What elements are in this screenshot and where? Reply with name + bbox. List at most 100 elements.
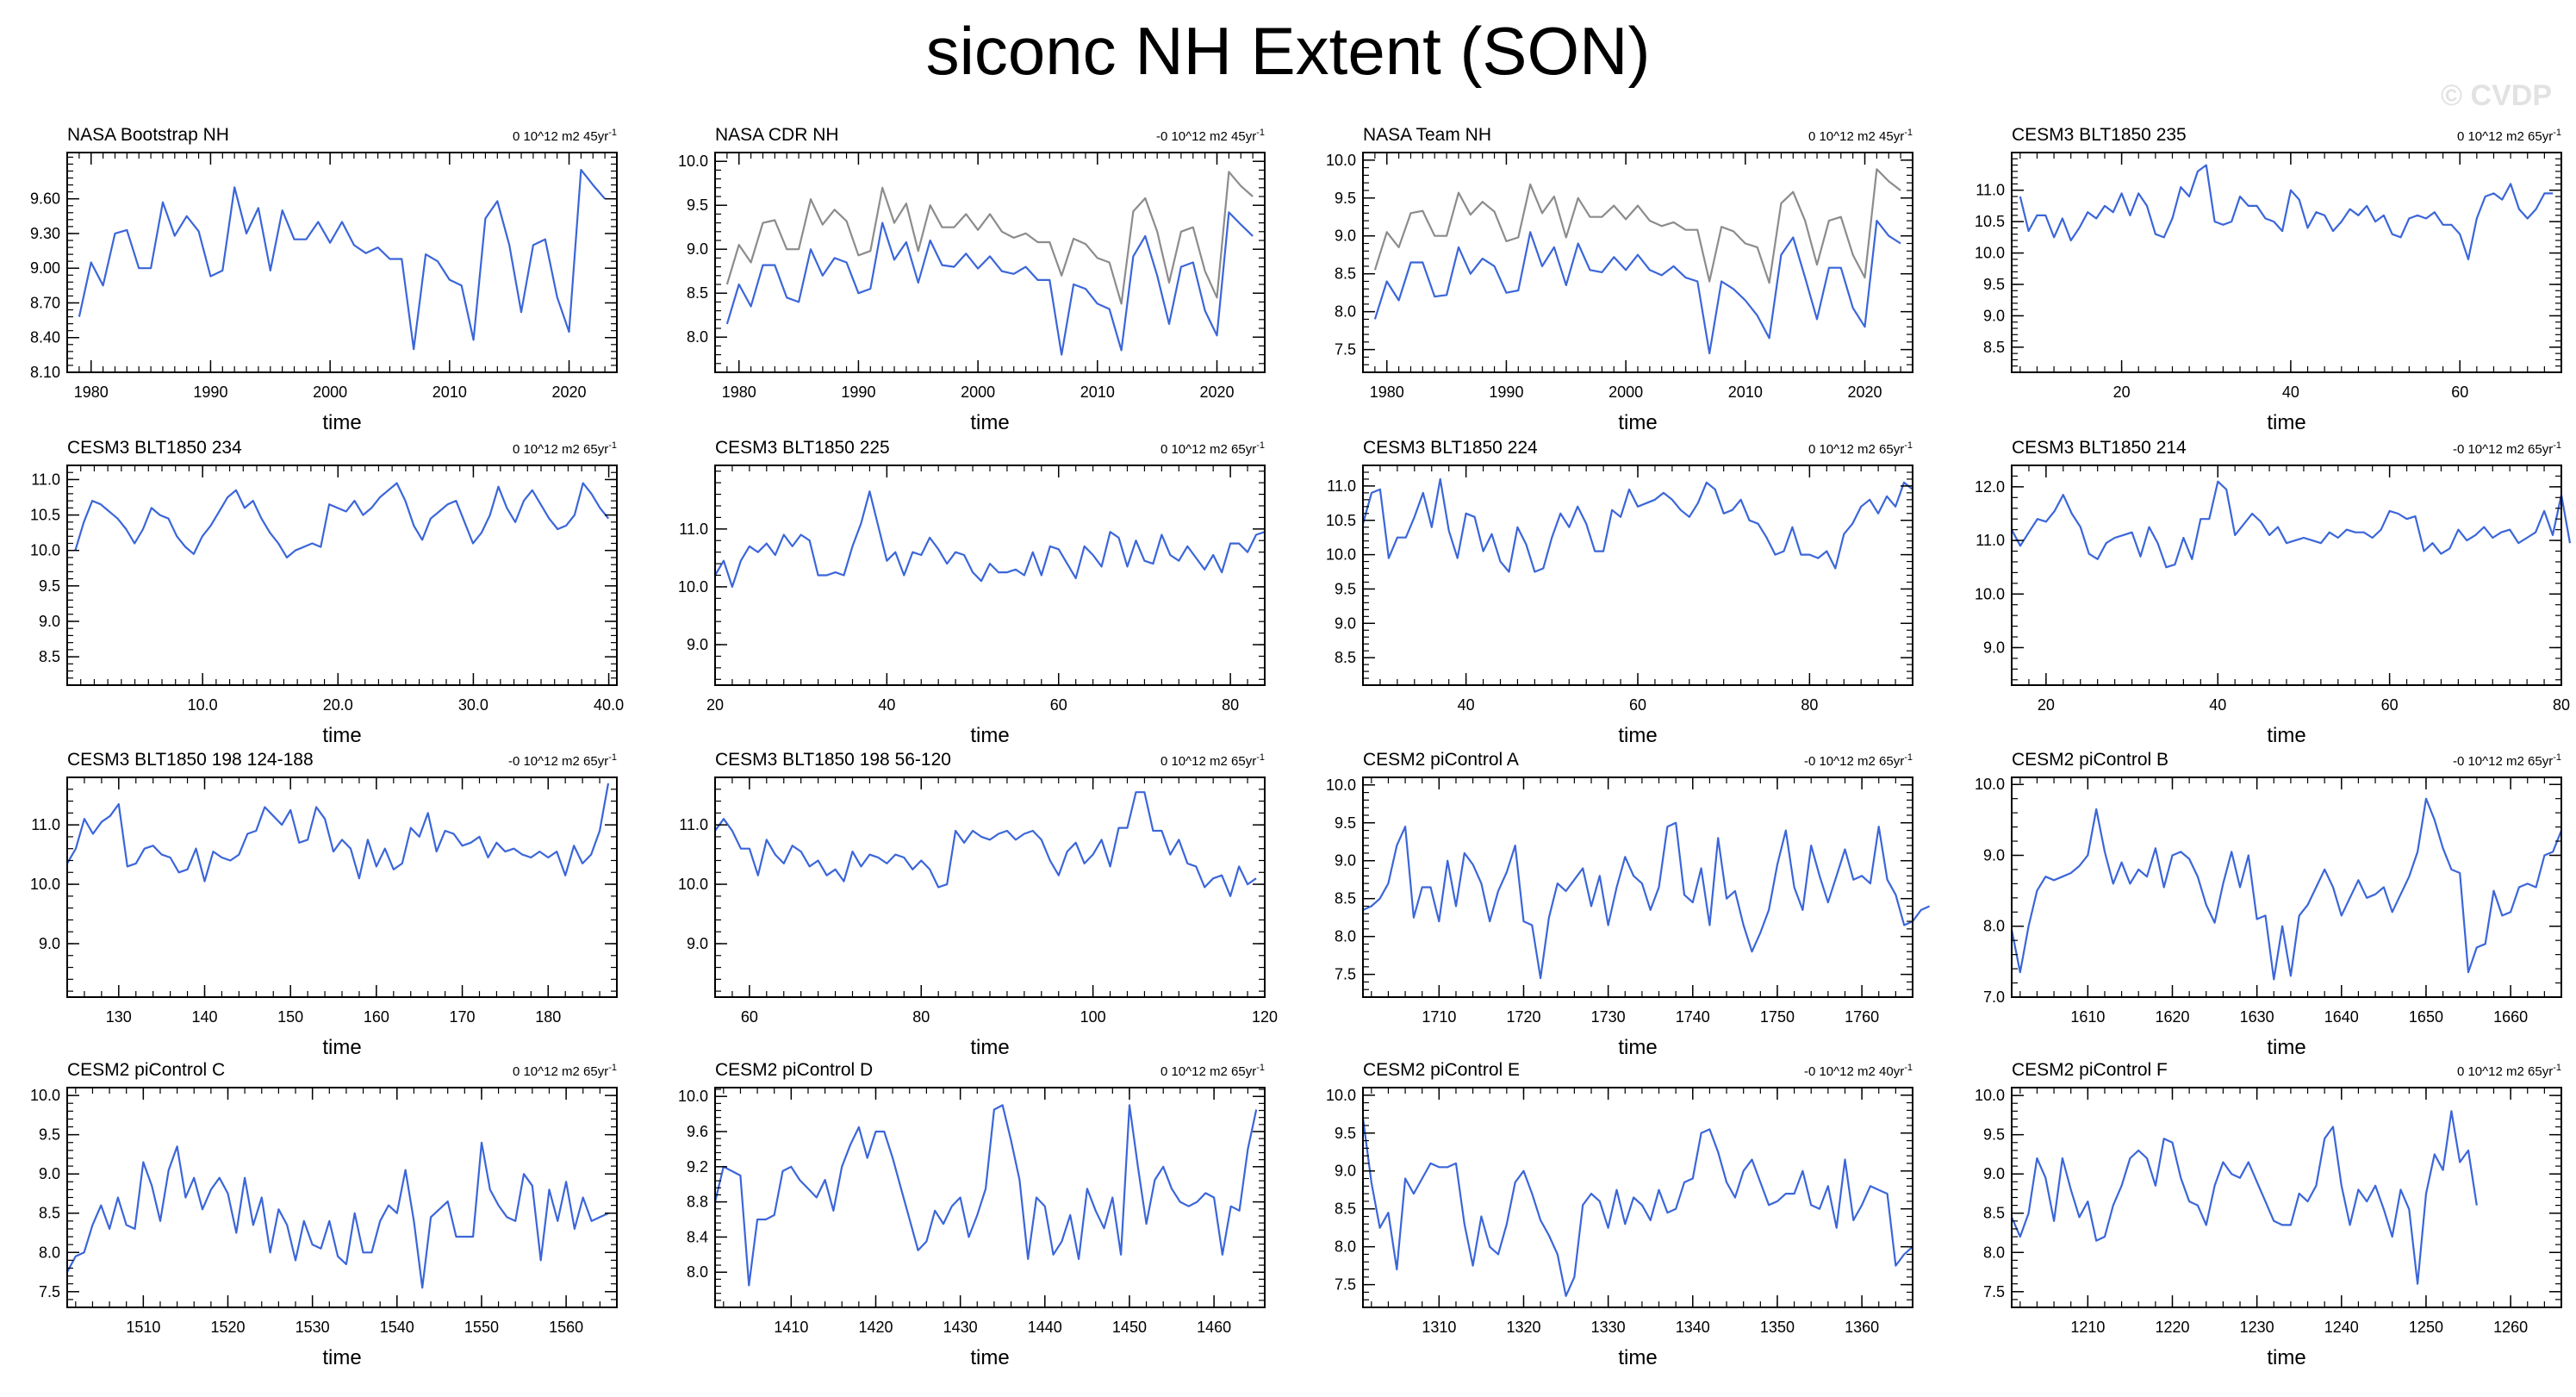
x-tick-label: 1990 — [1489, 384, 1523, 401]
y-tick-label: 8.0 — [1335, 303, 1356, 321]
x-tick-label: 1210 — [2070, 1319, 2105, 1336]
y-tick-label: 9.0 — [687, 240, 708, 258]
x-axis-label: time — [970, 411, 1009, 434]
plot-frame — [715, 153, 1265, 372]
series-line-cesm2-picontrol-f — [2012, 1111, 2477, 1283]
figure-canvas: NASA Bootstrap NH 0 10^12 m2 45yr-1 1980 19… — [0, 0, 2576, 1397]
y-tick-label: 11.0 — [679, 521, 708, 538]
chart-panel-7: CESM3 BLT1850 224 0 10^12 m2 65yr-140 60 80… — [1326, 438, 1913, 747]
x-tick-label: 1350 — [1760, 1319, 1795, 1336]
y-tick-label: 8.5 — [1983, 1205, 2005, 1222]
trend-annotation: 0 10^12 m2 65yr-1 — [1160, 440, 1265, 457]
x-tick-label: 1440 — [1028, 1319, 1062, 1336]
panel-title: CESM3 BLT1850 225 — [715, 438, 890, 458]
plot-frame — [67, 777, 617, 997]
trend-annotation: -0 10^12 m2 65yr-1 — [1804, 752, 1913, 769]
trend-annotation: 0 10^12 m2 45yr-1 — [1808, 128, 1913, 144]
y-tick-label: 10.0 — [678, 153, 708, 170]
y-tick-label: 8.70 — [30, 294, 60, 311]
panel-title: CESM2 piControl B — [2012, 750, 2168, 770]
x-tick-label: 20.0 — [323, 696, 353, 714]
x-tick-label: 1610 — [2070, 1008, 2105, 1026]
y-tick-label: 10.0 — [1975, 245, 2005, 262]
x-tick-label: 1630 — [2240, 1008, 2274, 1026]
x-tick-label: 1720 — [1506, 1008, 1540, 1026]
plot-frame — [715, 777, 1265, 997]
trend-annotation: 0 10^12 m2 65yr-1 — [2457, 1063, 2561, 1079]
x-tick-label: 2000 — [961, 384, 995, 401]
chart-panel-5: CESM3 BLT1850 234 0 10^12 m2 65yr-110.0 20… — [30, 438, 624, 747]
chart-panel-2: NASA CDR NH -0 10^12 m2 45yr-11980 1990 200… — [678, 125, 1265, 434]
y-tick-label: 8.0 — [1335, 1238, 1356, 1256]
y-tick-label: 9.0 — [1983, 1165, 2005, 1182]
y-tick-label: 8.0 — [687, 328, 708, 346]
chart-panel-3: NASA Team NH 0 10^12 m2 45yr-1 1980 1990 200… — [1326, 125, 1913, 434]
x-tick-label: 1310 — [1422, 1319, 1456, 1336]
x-axis-label: time — [970, 1346, 1009, 1369]
x-tick-label: 1710 — [1422, 1008, 1456, 1026]
y-tick-label: 9.5 — [1335, 1125, 1356, 1142]
y-tick-label: 10.0 — [1326, 1087, 1356, 1104]
plot-frame — [2012, 153, 2561, 372]
x-tick-label: 180 — [535, 1008, 561, 1026]
series-line-nasa-bootstrap-nh — [79, 170, 605, 349]
y-tick-label: 8.5 — [39, 1205, 60, 1222]
y-tick-label: 9.0 — [1335, 852, 1356, 870]
plot-frame — [2012, 777, 2561, 997]
panel-title: NASA Team NH — [1363, 125, 1491, 145]
x-tick-label: 80 — [1222, 696, 1239, 714]
panel-title: CESM2 piControl F — [2012, 1060, 2168, 1080]
plot-frame — [1363, 465, 1913, 685]
y-tick-label: 9.5 — [39, 577, 60, 595]
y-tick-label: 9.60 — [30, 190, 60, 208]
trend-annotation: 0 10^12 m2 65yr-1 — [1160, 752, 1265, 769]
x-tick-label: 2010 — [1080, 384, 1115, 401]
y-tick-label: 11.0 — [1976, 532, 2005, 549]
series-line-nasa-cdr-nh — [727, 212, 1253, 354]
y-tick-label: 10.5 — [30, 507, 60, 524]
panel-title: CESM3 BLT1850 224 — [1363, 438, 1538, 458]
x-axis-label: time — [322, 1036, 361, 1059]
trend-annotation-exponent: -1 — [2553, 752, 2561, 763]
y-tick-label: 10.5 — [1326, 512, 1356, 529]
x-tick-label: 40 — [2282, 384, 2299, 401]
y-tick-label: 10.0 — [30, 542, 60, 559]
x-tick-label: 1660 — [2493, 1008, 2528, 1026]
trend-annotation-exponent: -1 — [1256, 752, 1265, 763]
trend-annotation-exponent: -1 — [1904, 752, 1913, 763]
series-line-cesm2-picontrol-c — [67, 1143, 608, 1288]
panel-title: CESM3 BLT1850 235 — [2012, 125, 2187, 145]
y-tick-label: 9.6 — [687, 1123, 708, 1140]
y-tick-label: 8.0 — [687, 1263, 708, 1281]
trend-annotation: -0 10^12 m2 65yr-1 — [2453, 440, 2561, 457]
y-tick-label: 10.0 — [678, 578, 708, 596]
series-line-cesm3-blt1850-198-56-120 — [715, 792, 1256, 896]
x-tick-label: 10.0 — [188, 696, 218, 714]
x-tick-label: 1320 — [1506, 1319, 1540, 1336]
y-tick-label: 10.0 — [1326, 546, 1356, 564]
y-tick-label: 8.4 — [687, 1228, 708, 1245]
plot-frame — [715, 465, 1265, 685]
x-tick-label: 40 — [2209, 696, 2226, 714]
plot-frame — [2012, 1088, 2561, 1307]
chart-panel-6: CESM3 BLT1850 225 0 10^12 m2 65yr-1 20 40 60… — [678, 438, 1265, 747]
trend-annotation-exponent: -1 — [1256, 440, 1265, 451]
x-tick-label: 2020 — [1847, 384, 1882, 401]
trend-annotation: -0 10^12 m2 65yr-1 — [508, 752, 617, 769]
panel-title: CESM2 piControl E — [1363, 1060, 1520, 1080]
x-tick-label: 2020 — [1199, 384, 1234, 401]
x-tick-label: 40 — [878, 696, 895, 714]
x-axis-label: time — [2267, 1346, 2305, 1369]
y-tick-label: 9.00 — [30, 259, 60, 277]
series-line-nasa-team-nh — [1375, 221, 1901, 353]
x-tick-label: 80 — [2553, 696, 2570, 714]
x-tick-label: 80 — [912, 1008, 930, 1026]
panel-title: NASA CDR NH — [715, 125, 839, 145]
x-tick-label: 1980 — [1370, 384, 1404, 401]
trend-annotation-exponent: -1 — [2553, 1063, 2561, 1073]
y-tick-label: 9.5 — [1983, 1126, 2005, 1144]
x-tick-label: 120 — [1252, 1008, 1278, 1026]
panel-title: NASA Bootstrap NH — [67, 125, 229, 145]
trend-annotation-exponent: -1 — [1256, 1063, 1265, 1073]
chart-panel-11: CESM2 piControl A -0 10^12 m2 65yr-1 1710 1… — [1326, 750, 1930, 1059]
